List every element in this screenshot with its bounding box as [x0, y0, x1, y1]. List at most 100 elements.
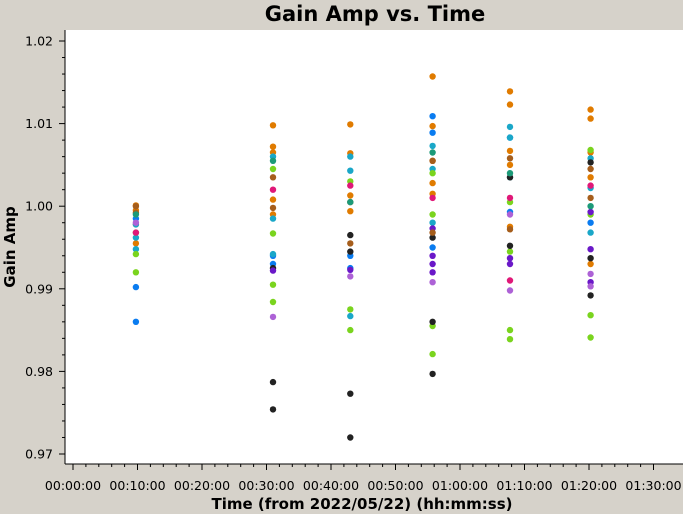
data-point	[269, 281, 277, 288]
data-point	[347, 273, 354, 280]
data-point	[429, 170, 436, 177]
data-point	[132, 234, 140, 241]
y-tick-label: 0.98	[25, 364, 53, 379]
data-point	[429, 122, 436, 130]
y-tick-label: 0.99	[25, 281, 53, 296]
data-point	[132, 211, 140, 218]
data-point	[347, 248, 354, 255]
data-point	[269, 215, 277, 222]
data-point	[587, 255, 594, 262]
data-point	[429, 244, 436, 251]
data-point	[429, 370, 436, 378]
data-point	[429, 318, 436, 325]
x-tick-label: 00:40:00	[303, 478, 359, 493]
data-point	[429, 260, 436, 268]
data-point	[587, 270, 594, 278]
data-point	[506, 248, 514, 255]
data-point	[347, 312, 354, 320]
data-point	[506, 88, 514, 95]
data-point	[132, 250, 140, 258]
data-point	[429, 194, 436, 202]
data-point	[587, 208, 594, 216]
data-point	[429, 269, 436, 276]
data-point	[506, 287, 514, 294]
data-point	[587, 194, 594, 202]
data-point	[347, 306, 354, 313]
data-point	[269, 250, 277, 258]
data-point	[132, 240, 140, 247]
data-point	[429, 142, 436, 150]
data-point	[587, 165, 594, 173]
data-point	[506, 123, 514, 131]
y-tick-label: 1.02	[25, 34, 53, 49]
data-point	[269, 174, 277, 181]
data-point	[429, 113, 436, 120]
data-point	[269, 313, 277, 321]
data-point	[587, 203, 594, 210]
data-point	[587, 115, 594, 122]
data-point	[429, 179, 436, 187]
data-point	[269, 165, 277, 173]
data-point	[506, 336, 514, 343]
plot-area	[65, 30, 683, 464]
data-point	[587, 334, 594, 341]
data-point	[269, 122, 277, 129]
data-point	[269, 143, 277, 150]
x-tick-label: 00:10:00	[109, 478, 165, 493]
chart-title: Gain Amp vs. Time	[265, 2, 485, 26]
data-point	[587, 159, 594, 166]
data-point	[506, 277, 514, 284]
data-point	[269, 204, 277, 212]
data-point	[132, 269, 140, 276]
data-point	[506, 161, 514, 169]
data-point	[506, 255, 514, 262]
data-point	[429, 229, 436, 236]
data-point	[132, 318, 140, 325]
data-point	[132, 246, 140, 253]
data-point	[587, 106, 594, 113]
x-tick-label: 00:20:00	[174, 478, 230, 493]
data-point	[132, 229, 140, 236]
x-tick-label: 01:20:00	[561, 478, 617, 493]
data-point	[587, 246, 594, 253]
data-point	[429, 350, 436, 358]
data-point	[347, 153, 354, 160]
x-tick-label: 00:00:00	[45, 478, 101, 493]
data-point	[587, 182, 594, 189]
data-point	[269, 267, 277, 274]
data-point	[347, 231, 354, 239]
data-point	[269, 196, 277, 203]
data-point	[347, 326, 354, 334]
data-point	[347, 434, 354, 441]
y-axis-label: Gain Amp	[1, 206, 19, 288]
data-point	[347, 192, 354, 199]
data-point	[506, 101, 514, 108]
data-point	[132, 219, 140, 226]
data-point	[587, 283, 594, 290]
x-axis-label: Time (from 2022/05/22) (hh:mm:ss)	[211, 495, 512, 513]
x-tick-label: 01:10:00	[496, 478, 552, 493]
x-tick-label: 01:30:00	[625, 478, 681, 493]
data-point	[587, 312, 594, 319]
y-tick-label: 0.97	[25, 447, 53, 462]
data-point	[347, 182, 354, 189]
data-point	[429, 234, 436, 241]
x-tick-label: 01:00:00	[432, 478, 488, 493]
data-point	[587, 260, 594, 268]
data-point	[506, 170, 514, 177]
data-point	[506, 155, 514, 162]
data-point	[347, 167, 354, 174]
data-point	[347, 121, 354, 128]
y-tick-label: 1.01	[25, 116, 53, 131]
data-point	[506, 260, 514, 268]
data-point	[506, 242, 514, 249]
data-point	[132, 283, 140, 291]
data-point	[587, 146, 594, 154]
data-point	[587, 292, 594, 299]
data-point	[506, 194, 514, 202]
data-point	[269, 378, 277, 386]
data-point	[429, 219, 436, 226]
data-point	[347, 198, 354, 206]
data-point	[347, 390, 354, 397]
